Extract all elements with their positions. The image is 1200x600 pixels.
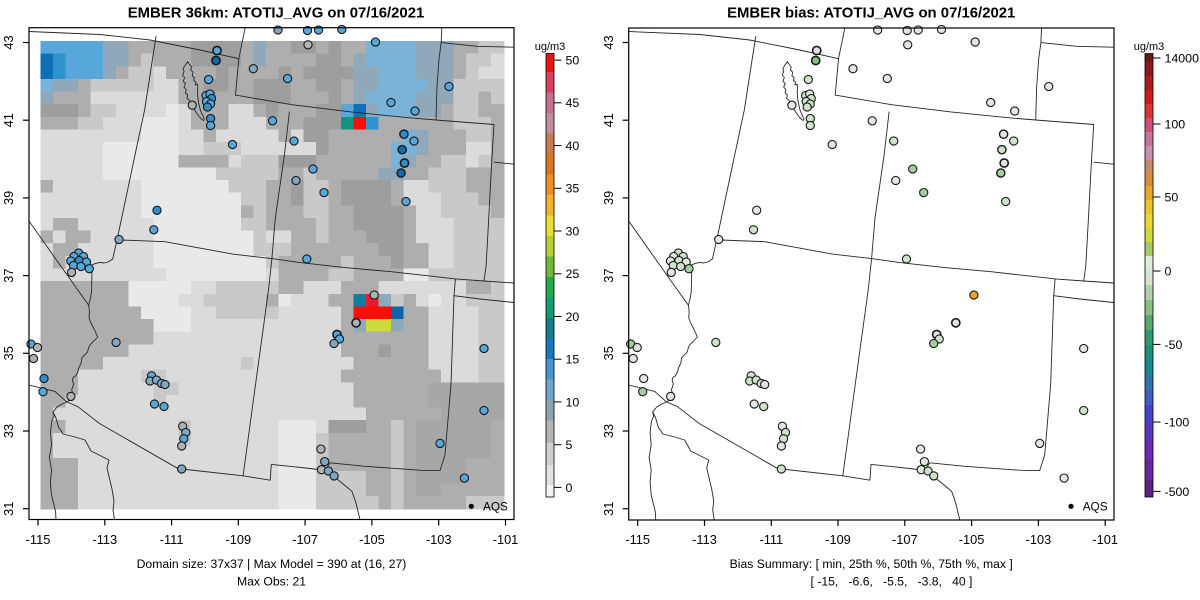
svg-text:-101: -101 (1092, 532, 1118, 547)
svg-text:10: 10 (566, 395, 580, 409)
svg-text:[ -15, -6.6, -5.5, -3.8,: [ -15, -6.6, -5.5, -3.8, 40 ] (811, 575, 973, 589)
svg-text:ug/m3: ug/m3 (1134, 41, 1165, 53)
svg-text:-105: -105 (359, 532, 385, 547)
svg-text:-115: -115 (26, 532, 51, 547)
svg-text:50: 50 (1165, 190, 1179, 204)
svg-text:AQS: AQS (1083, 500, 1108, 514)
svg-text:-113: -113 (692, 532, 717, 547)
svg-text:37: 37 (601, 268, 616, 282)
svg-text:-109: -109 (225, 532, 251, 547)
svg-text:-50: -50 (1165, 338, 1183, 352)
svg-text:-103: -103 (426, 532, 452, 547)
svg-text:-101: -101 (493, 532, 519, 547)
svg-text:-107: -107 (292, 532, 318, 547)
svg-text:-107: -107 (892, 532, 918, 547)
svg-text:31: 31 (1, 502, 16, 516)
svg-text:-103: -103 (1026, 532, 1052, 547)
svg-text:AQS: AQS (483, 500, 508, 514)
svg-text:31: 31 (601, 502, 616, 516)
svg-text:25: 25 (566, 267, 580, 281)
svg-text:-111: -111 (759, 532, 783, 547)
svg-text:33: 33 (601, 424, 616, 438)
svg-text:40: 40 (566, 139, 580, 153)
svg-text:15: 15 (566, 353, 580, 367)
svg-text:-109: -109 (825, 532, 851, 547)
svg-text:Max Obs: 21: Max Obs: 21 (237, 575, 306, 589)
svg-text:33: 33 (1, 424, 16, 438)
svg-text:0: 0 (1165, 264, 1172, 278)
svg-text:41: 41 (601, 113, 616, 127)
svg-text:45: 45 (566, 96, 580, 110)
svg-text:43: 43 (1, 35, 16, 49)
svg-text:43: 43 (601, 35, 616, 49)
svg-text:35: 35 (566, 182, 580, 196)
svg-text:5: 5 (566, 438, 573, 452)
svg-text:-113: -113 (92, 532, 117, 547)
svg-text:35: 35 (601, 346, 616, 360)
svg-text:30: 30 (566, 224, 580, 238)
svg-text:50: 50 (566, 54, 580, 68)
svg-text:14000: 14000 (1165, 51, 1200, 65)
svg-text:-105: -105 (959, 532, 985, 547)
svg-text:41: 41 (1, 113, 16, 127)
svg-text:Bias Summary: [ min, 25th %, 5: Bias Summary: [ min, 25th %, 50th %, 75t… (730, 557, 1013, 571)
svg-text:-500: -500 (1165, 485, 1190, 499)
svg-text:39: 39 (1, 191, 16, 205)
svg-text:-115: -115 (625, 532, 650, 547)
svg-text:-100: -100 (1165, 415, 1190, 429)
svg-text:ug/m3: ug/m3 (535, 41, 566, 53)
svg-text:37: 37 (1, 268, 16, 282)
svg-text:100: 100 (1165, 117, 1186, 131)
svg-text:39: 39 (601, 191, 616, 205)
svg-text:-111: -111 (160, 532, 184, 547)
svg-text:20: 20 (566, 310, 580, 324)
svg-text:35: 35 (1, 346, 16, 360)
svg-text:EMBER 36km: ATOTIJ_AVG on 07/1: EMBER 36km: ATOTIJ_AVG on 07/16/2021 (128, 6, 425, 22)
svg-text:0: 0 (566, 481, 573, 495)
svg-text:EMBER bias: ATOTIJ_AVG on 07/1: EMBER bias: ATOTIJ_AVG on 07/16/2021 (727, 6, 1015, 22)
svg-text:Domain size: 37x37 | Max Model: Domain size: 37x37 | Max Model = 390 at … (137, 557, 407, 571)
